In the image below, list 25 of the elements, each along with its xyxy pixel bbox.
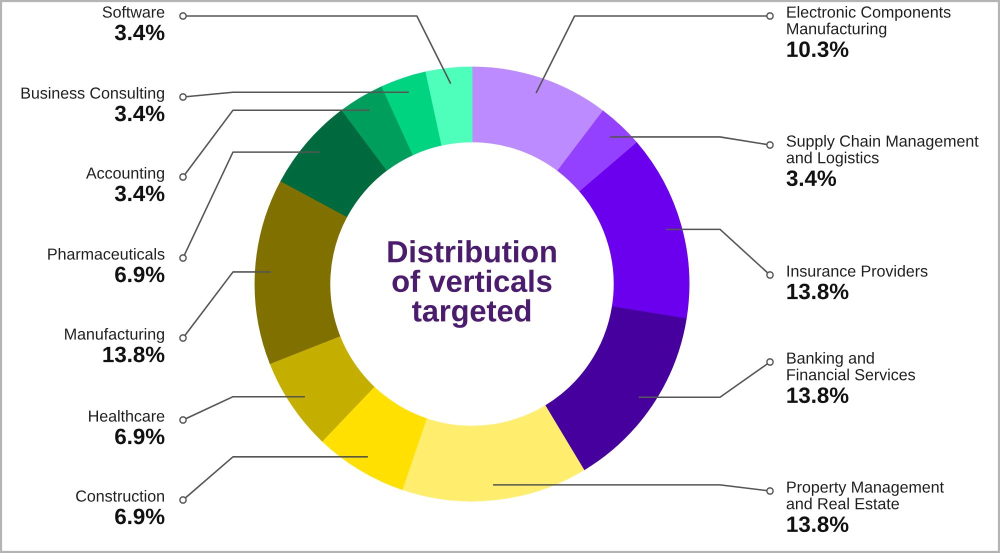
slice-label: Supply Chain Management and Logistics: [786, 135, 979, 167]
data-label: 13.8%: [103, 346, 164, 362]
data-label: 6.9%: [115, 508, 164, 524]
slice-label: Insurance Providers: [787, 265, 928, 277]
text: Distribution of verticals targeted: [388, 240, 556, 328]
slice-label: Electronic Components Manufacturing: [787, 6, 951, 38]
slice-label: Pharmaceuticals: [48, 248, 164, 260]
slice-label: Software: [102, 6, 164, 18]
data-label: 6.9%: [115, 266, 164, 282]
data-label: 13.8%: [787, 387, 848, 404]
data-label: 3.4%: [114, 106, 164, 122]
data-label: 13.8%: [787, 284, 848, 300]
data-label: 3.4%: [786, 170, 836, 186]
slice-label: Business Consulting: [22, 87, 164, 102]
data-label: 10.3%: [787, 41, 848, 58]
slice-label: Construction: [76, 490, 164, 502]
data-label: 3.4%: [114, 186, 164, 202]
data-label: 6.9%: [115, 428, 164, 444]
slice-label: Manufacturing: [65, 328, 164, 343]
slice-label: Accounting: [86, 167, 164, 182]
slice-label: Healthcare: [89, 410, 164, 422]
data-label: 3.4%: [114, 24, 164, 40]
slice-label: Banking and Financial Services: [787, 352, 916, 380]
slice-label: Property Management and Real Estate: [786, 482, 944, 510]
data-label: 13.8%: [787, 516, 848, 532]
